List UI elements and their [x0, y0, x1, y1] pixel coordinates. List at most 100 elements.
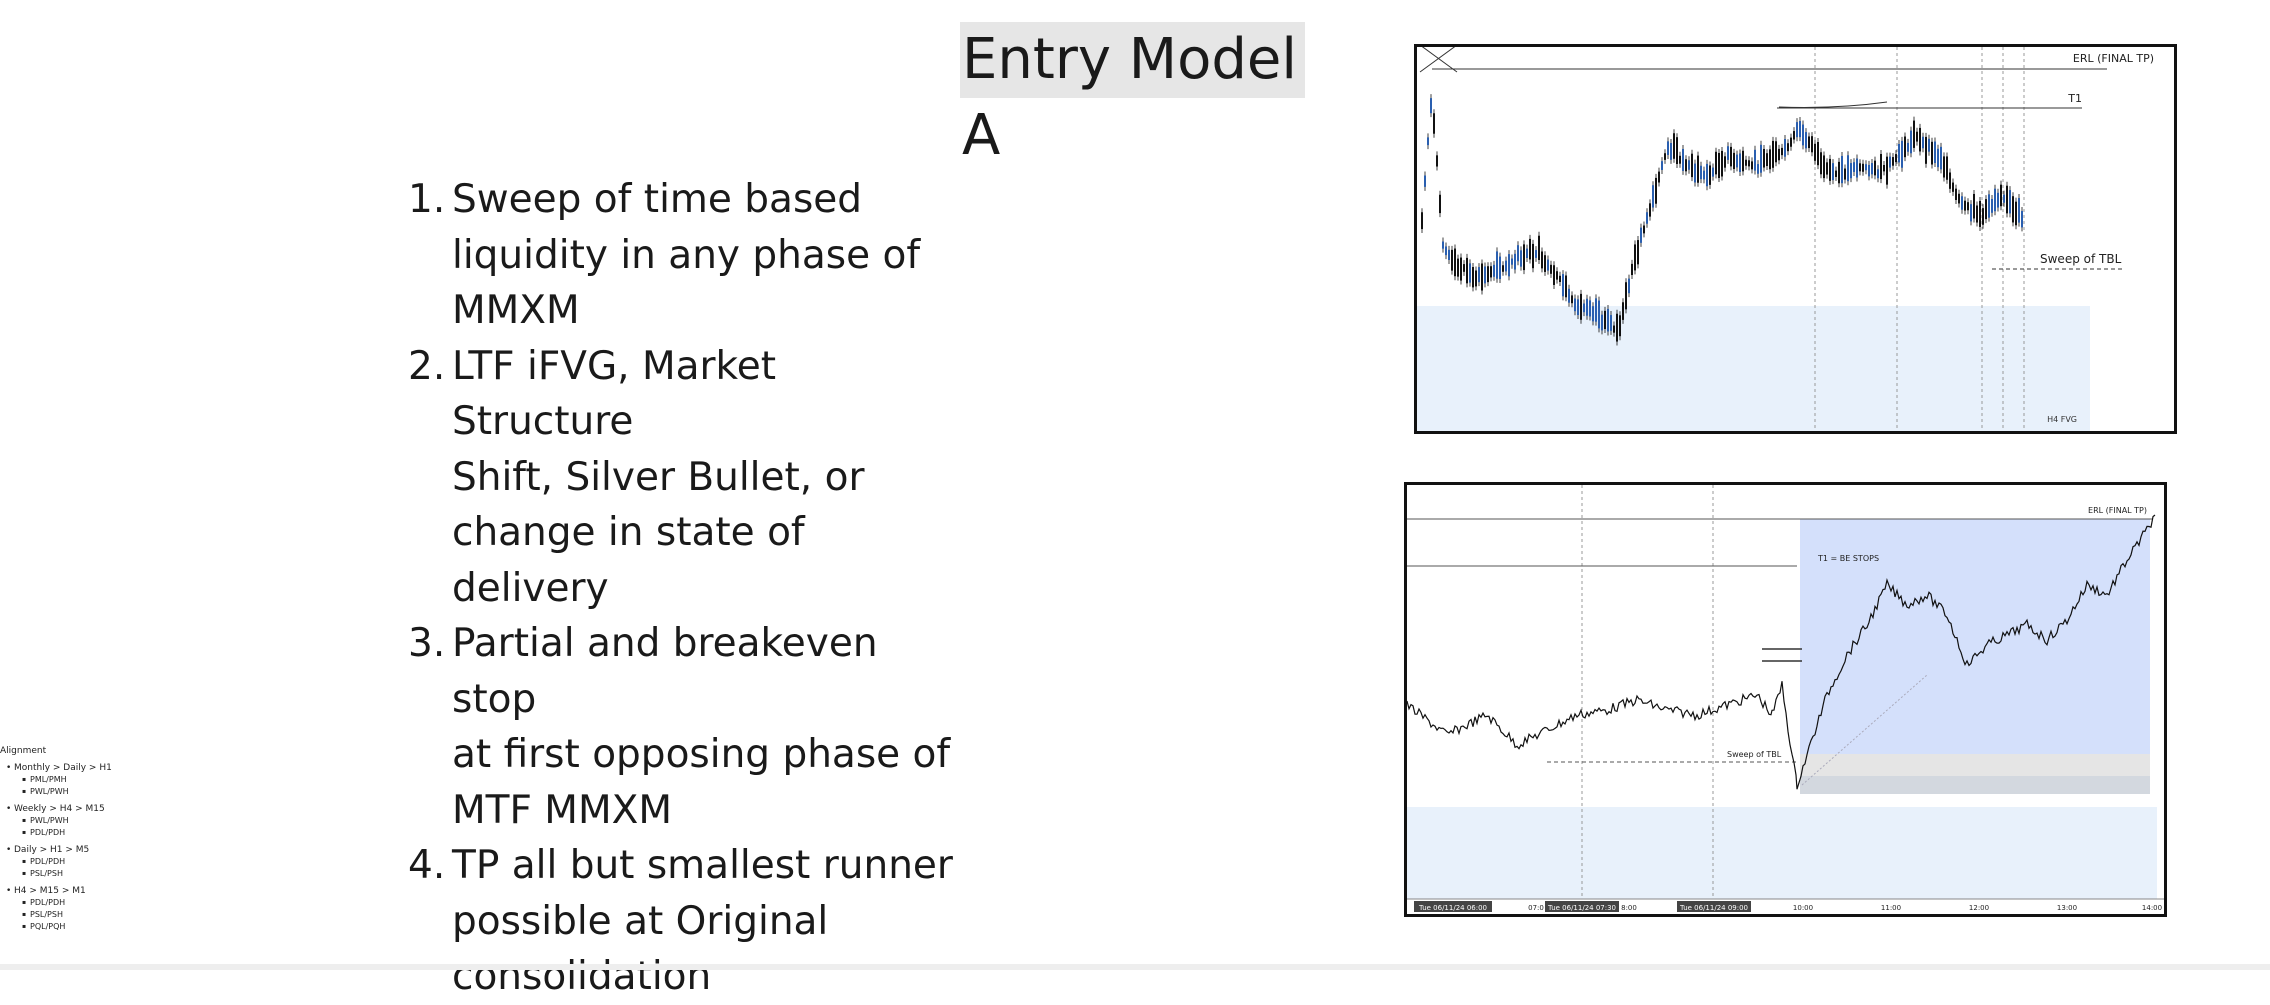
step-line: MTF MMXM [452, 787, 672, 833]
step-line: MMXM [452, 288, 580, 333]
candle-body [1727, 146, 1729, 160]
candle-body [1592, 306, 1594, 322]
candle-body [1583, 303, 1585, 313]
candle-body [1775, 141, 1777, 163]
candle-body [1940, 146, 1942, 170]
candle-body [1772, 140, 1774, 168]
candle-body [1520, 250, 1522, 267]
candle-body [1673, 133, 1675, 159]
candle-body [1661, 161, 1663, 170]
candle-body [1688, 160, 1690, 170]
candle-body [1565, 275, 1567, 298]
candle-body [1817, 142, 1819, 166]
candle-body [1430, 98, 1432, 114]
sweep-label: Sweep of TBL [1727, 750, 1782, 759]
candle-body [1982, 208, 1984, 225]
candle-body [1970, 204, 1972, 222]
candle-body [1745, 159, 1747, 166]
time-label: 12:00 [1969, 904, 1989, 912]
candle-body [1658, 171, 1660, 183]
alignment-group: Monthly > Daily > H1 PML/PMH PWL/PWH [0, 762, 112, 798]
candle-body [1517, 245, 1519, 262]
candle-body [1613, 325, 1615, 333]
candle-body [1925, 136, 1927, 164]
alignment-group: H4 > M15 > M1 PDL/PDH PSL/PSH PQL/PQH [0, 885, 112, 933]
candle-body [1691, 153, 1693, 178]
candle-body [1778, 148, 1780, 161]
candle-body [1769, 149, 1771, 170]
candle-body [1676, 137, 1678, 165]
candle-body [1811, 136, 1813, 153]
candle-body [2012, 196, 2014, 223]
candle-body [2009, 190, 2011, 214]
candle-body [1712, 167, 1714, 177]
alignment-group-label: Weekly > H4 > M15 [0, 803, 112, 815]
candle-body [1790, 137, 1792, 147]
time-tag [1545, 901, 1619, 912]
alignment-item: PDL/PDH [0, 827, 112, 839]
chart-screenshot-bottom: ERL (FINAL TP) T1 = BE STOPS Sweep of TB… [1404, 482, 2167, 917]
candle-body [1511, 258, 1513, 265]
candle-body [1514, 253, 1516, 270]
step-number: 1. [408, 177, 446, 222]
candle-body [1607, 308, 1609, 332]
candle-body [1568, 288, 1570, 303]
candle-body [1766, 153, 1768, 167]
candle-body [1808, 136, 1810, 149]
t1-label: T1 [2067, 92, 2082, 105]
candle-body [1859, 163, 1861, 172]
candle-body [1886, 156, 1888, 185]
stop-zone [1800, 754, 2150, 776]
step-item: 1. Sweep of time based liquidity in any … [400, 172, 960, 339]
time-label: Tue 06/11/24 06:00 [1418, 904, 1487, 912]
candle-body [1739, 153, 1741, 172]
candle-body [1748, 160, 1750, 167]
candle-body [1526, 248, 1528, 259]
fvg-zone [1407, 807, 2157, 899]
candle-body [1442, 241, 1444, 249]
candle-body [1577, 299, 1579, 316]
candle-body [1985, 199, 1987, 220]
step-line: Partial and breakeven stop [452, 621, 878, 722]
alignment-group-label: Monthly > Daily > H1 [0, 762, 112, 774]
candle-body [1862, 163, 1864, 172]
candle-body [1916, 131, 1918, 142]
alignment-group: Daily > H1 > M5 PDL/PDH PSL/PSH [0, 844, 112, 880]
time-tag [1414, 901, 1492, 912]
candle-body [1625, 282, 1627, 310]
candle-body [1472, 267, 1474, 288]
candle-body [2015, 201, 2017, 226]
candle-body [1508, 254, 1510, 277]
alignment-group: Weekly > H4 > M15 PWL/PWH PDL/PDH [0, 803, 112, 839]
candle-body [1637, 240, 1639, 265]
candle-body [1553, 265, 1555, 285]
candle-body [1670, 143, 1672, 160]
candle-body [1763, 148, 1765, 168]
candle-body [1835, 170, 1837, 177]
candle-body [1955, 188, 1957, 200]
candle-body [1529, 238, 1531, 260]
step-number: 2. [408, 343, 446, 389]
candle-body [2003, 194, 2005, 203]
candle-body [1718, 152, 1720, 178]
page-title: Entry Model A [960, 22, 1305, 168]
candle-body [1961, 196, 1963, 210]
candle-body [1976, 205, 1978, 223]
step-line: change in state of delivery [452, 510, 805, 611]
candle-body [1841, 155, 1843, 184]
candle-body [1643, 225, 1645, 234]
erl-label: ERL (FINAL TP) [2088, 506, 2147, 515]
alignment-item: PDL/PDH [0, 856, 112, 868]
candle-body [1535, 250, 1537, 258]
candle-body [1622, 302, 1624, 320]
candle-body [1856, 158, 1858, 178]
candle-body [1574, 298, 1576, 312]
candle-body [1796, 122, 1798, 138]
candle-body [1709, 165, 1711, 185]
candle-body [1481, 263, 1483, 291]
candle-body [1484, 266, 1486, 284]
candle-body [1679, 155, 1681, 164]
step-item: 2. LTF iFVG, Market Structure Shift, Sil… [400, 339, 960, 617]
candle-body [1742, 150, 1744, 172]
candle-body [1724, 156, 1726, 168]
